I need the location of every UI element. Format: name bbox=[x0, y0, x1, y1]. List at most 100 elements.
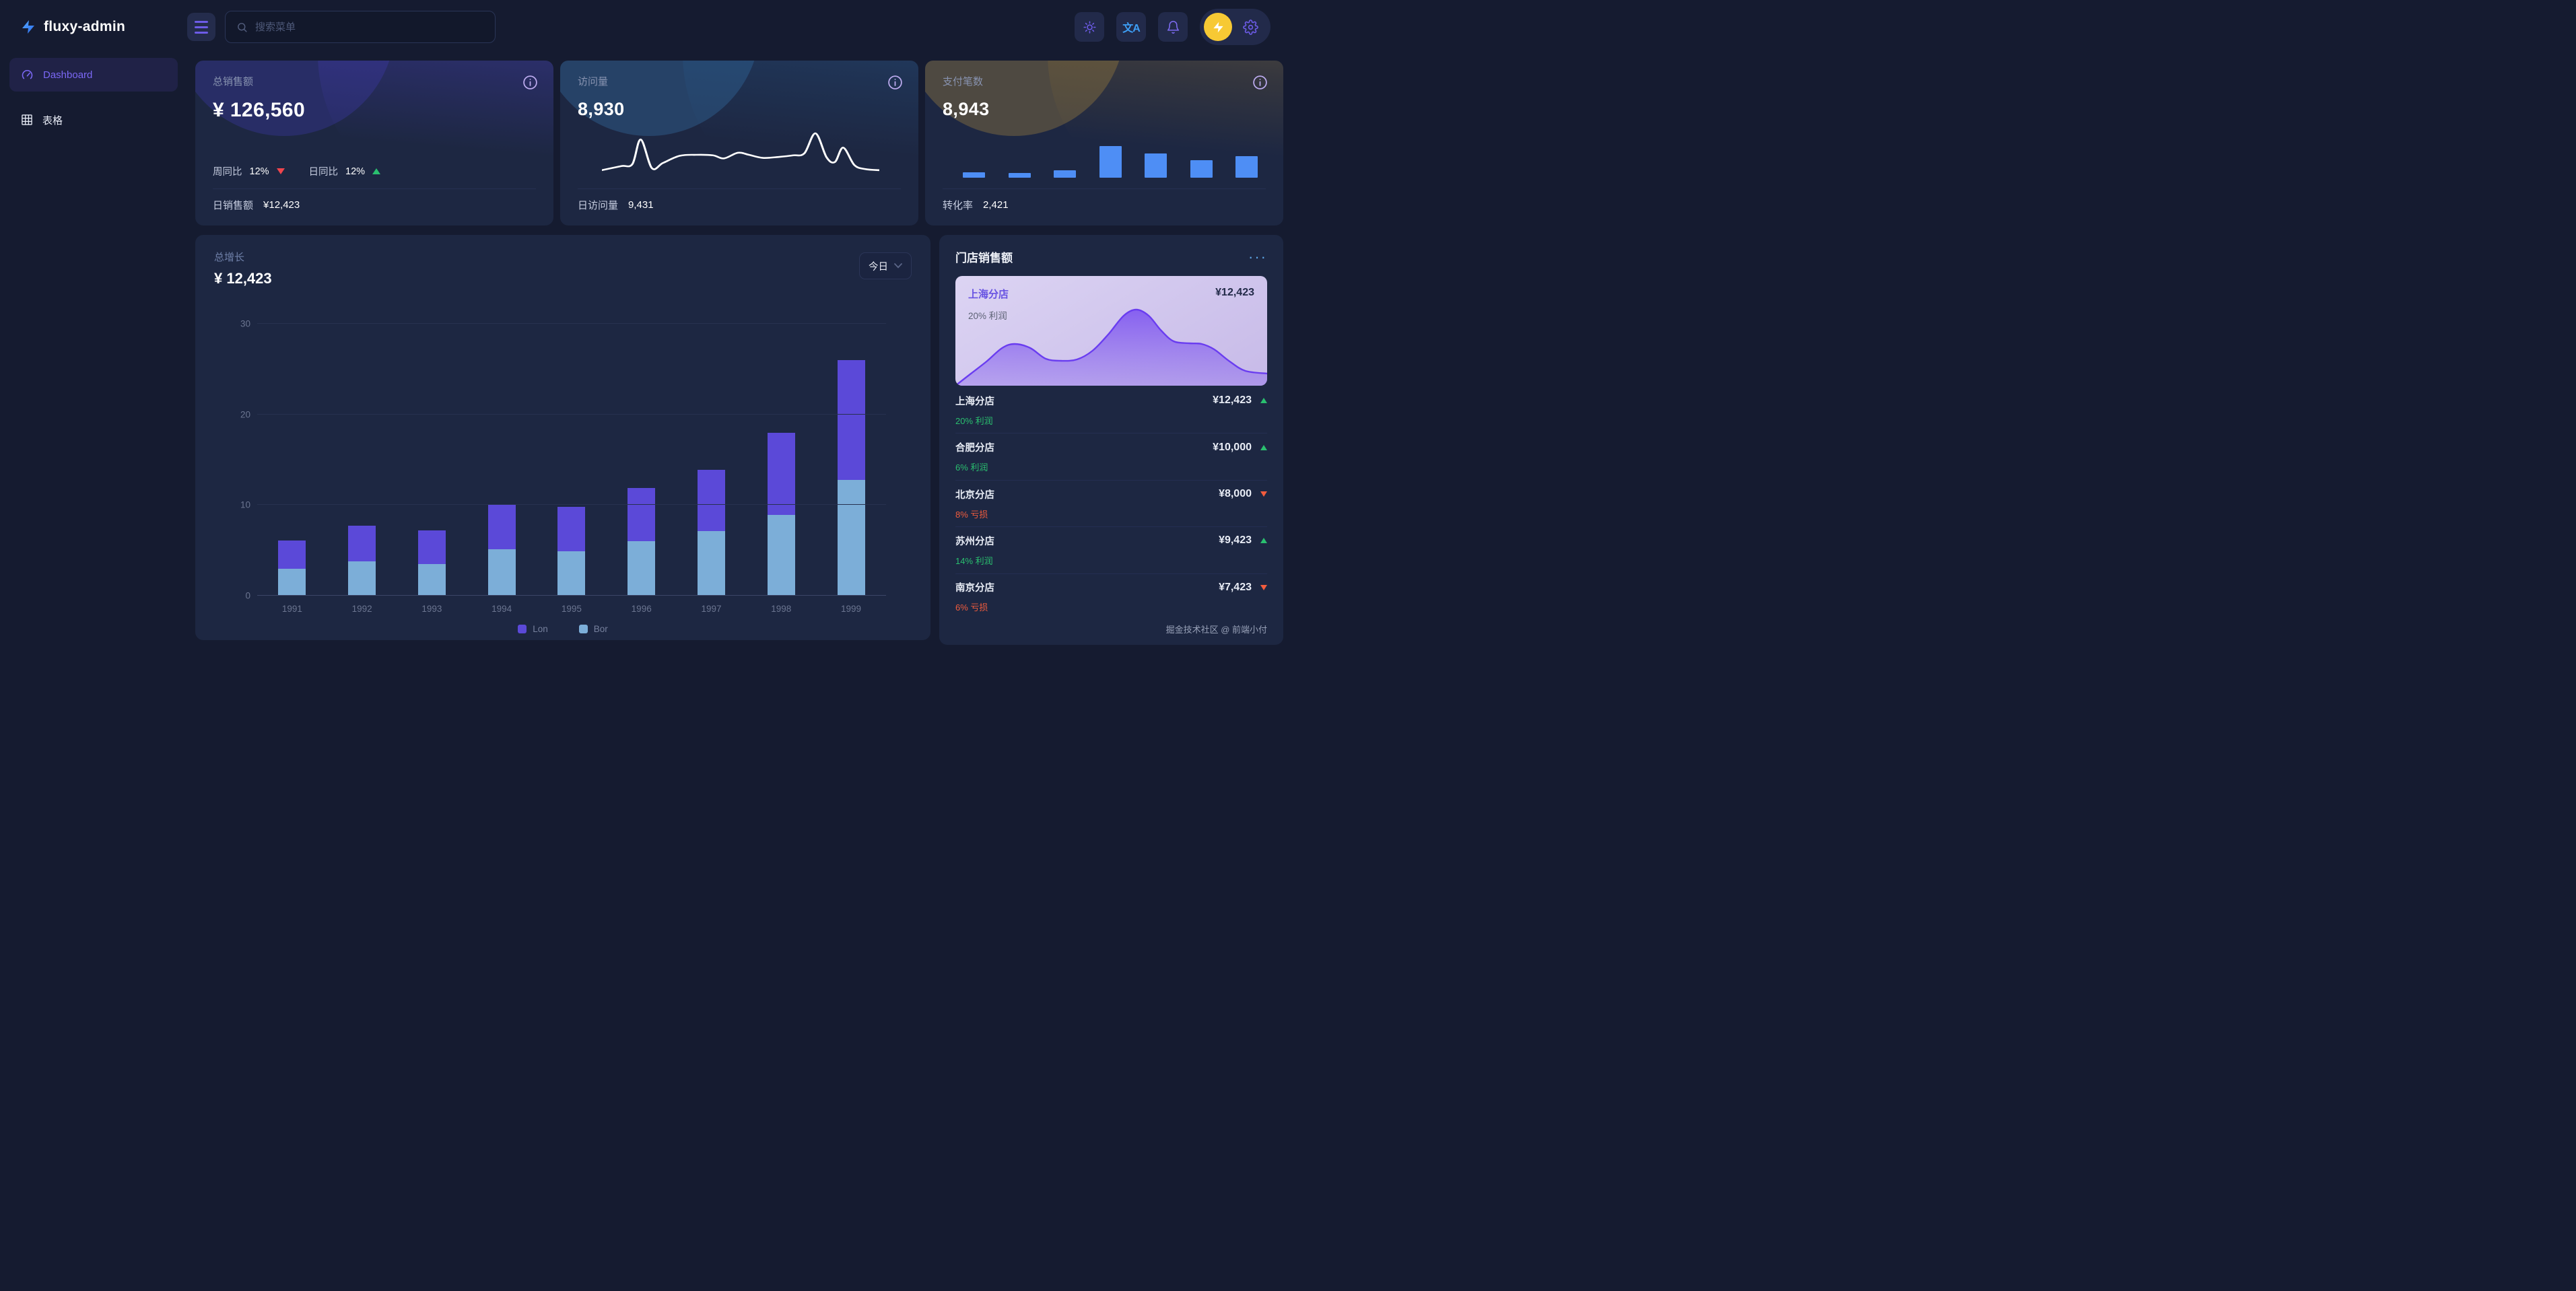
card-total-sales: 总销售额 ¥ 126,560 周同比 12% 日同比 12% 日销售额 ¥12,423 bbox=[195, 61, 553, 225]
translate-icon: 文A bbox=[1122, 23, 1141, 34]
bar-segment-bor bbox=[417, 563, 446, 596]
hamburger-icon bbox=[195, 20, 208, 23]
avatar-lightning-bolt-icon bbox=[1212, 21, 1225, 34]
gridline bbox=[257, 413, 886, 415]
app-title: fluxy-admin bbox=[44, 19, 126, 34]
header: fluxy-admin 文A bbox=[0, 0, 1288, 54]
legend-item-bor[interactable]: Bor bbox=[578, 624, 608, 634]
mini-bar bbox=[1008, 172, 1031, 178]
bar-segment-lon bbox=[767, 432, 795, 516]
trend-icon bbox=[1260, 491, 1267, 497]
header-actions: 文A bbox=[1075, 9, 1270, 45]
settings-button[interactable] bbox=[1243, 19, 1258, 35]
sidebar-item-label: 表格 bbox=[42, 114, 63, 127]
bar-segment-lon bbox=[487, 505, 516, 550]
bar-segment-lon bbox=[348, 526, 376, 561]
divider bbox=[943, 188, 1266, 189]
more-ellipsis-icon[interactable]: ··· bbox=[1248, 248, 1267, 265]
card-title: 总销售额 bbox=[213, 76, 254, 88]
user-settings-pill[interactable] bbox=[1200, 9, 1270, 45]
info-icon[interactable] bbox=[522, 74, 539, 91]
language-button[interactable]: 文A bbox=[1116, 12, 1146, 42]
bar-group bbox=[628, 487, 656, 596]
trend-icon bbox=[1260, 444, 1267, 450]
bar-segment-lon bbox=[557, 507, 586, 551]
bar-segment-bor bbox=[767, 515, 795, 596]
growth-chart-value: ¥ 12,423 bbox=[214, 270, 272, 287]
metric-week: 周同比 12% bbox=[213, 164, 285, 178]
card-value: 8,930 bbox=[578, 99, 625, 119]
bar-segment-lon bbox=[697, 469, 725, 532]
search-input[interactable] bbox=[255, 21, 484, 33]
visits-sparkline-chart bbox=[602, 129, 879, 180]
trend-icon bbox=[1260, 538, 1267, 544]
x-axis-label: 1991 bbox=[281, 604, 302, 614]
theme-toggle-button[interactable] bbox=[1075, 12, 1104, 42]
store-row[interactable]: 合肥分店 ¥10,000 6% 利润 bbox=[955, 433, 1267, 481]
credit-footer: 掘金技术社区 @ 前端小付 bbox=[1165, 625, 1267, 635]
bar-segment-lon bbox=[278, 540, 306, 569]
mini-bar bbox=[1099, 145, 1122, 178]
store-row[interactable]: 北京分店 ¥8,000 8% 亏损 bbox=[955, 481, 1267, 528]
notifications-button[interactable] bbox=[1158, 12, 1188, 42]
growth-chart-title: 总增长 bbox=[214, 252, 245, 263]
bar-group bbox=[417, 530, 446, 596]
store-row[interactable]: 南京分店 ¥7,423 6% 亏损 bbox=[955, 574, 1267, 620]
card-title: 支付笔数 bbox=[943, 76, 984, 88]
bar-segment-bor bbox=[557, 551, 586, 596]
bar-segment-bor bbox=[278, 568, 306, 596]
mini-bar bbox=[1145, 153, 1167, 178]
bar-segment-lon bbox=[417, 530, 446, 564]
store-row[interactable]: 苏州分店 ¥9,423 14% 利润 bbox=[955, 527, 1267, 574]
growth-chart-card: 总增长 ¥ 12,423 今日 0 10 20 30 1991 1992 1993 1994… bbox=[195, 235, 930, 640]
divider bbox=[578, 188, 901, 189]
x-axis-label: 1993 bbox=[421, 604, 442, 614]
menu-toggle-button[interactable] bbox=[187, 13, 215, 41]
highlight-store-card[interactable]: 上海分店 ¥12,423 20% 利润 bbox=[955, 276, 1267, 386]
bar-group bbox=[487, 505, 516, 596]
legend-item-lon[interactable]: Lon bbox=[518, 624, 548, 634]
bar-segment-lon bbox=[837, 359, 865, 480]
logo[interactable]: fluxy-admin bbox=[0, 19, 187, 35]
gear-icon bbox=[1243, 19, 1258, 35]
table-grid-icon bbox=[20, 113, 34, 127]
info-icon[interactable] bbox=[887, 74, 904, 91]
bar-segment-bor bbox=[628, 541, 656, 596]
card-metrics: 周同比 12% 日同比 12% bbox=[213, 164, 536, 178]
main-content: 总销售额 ¥ 126,560 周同比 12% 日同比 12% 日销售额 ¥12,423 bbox=[187, 54, 1288, 646]
avatar[interactable] bbox=[1204, 13, 1232, 41]
y-axis-tick: 10 bbox=[240, 499, 250, 510]
info-icon[interactable] bbox=[1252, 74, 1268, 91]
x-axis-label: 1995 bbox=[561, 604, 582, 614]
trend-icon bbox=[372, 168, 381, 174]
metric-day: 日同比 12% bbox=[309, 164, 381, 178]
card-footer: 转化率 2,421 bbox=[943, 199, 1009, 211]
gridline bbox=[257, 323, 886, 324]
card-payments: 支付笔数 8,943 转化率 2,421 bbox=[925, 61, 1283, 225]
x-axis-label: 1994 bbox=[492, 604, 512, 614]
bar-group bbox=[697, 469, 725, 596]
search-box[interactable] bbox=[225, 11, 496, 43]
store-row[interactable]: 上海分店 ¥12,423 20% 利润 bbox=[955, 387, 1267, 434]
gridline bbox=[257, 504, 886, 505]
sidebar-item-dashboard[interactable]: Dashboard bbox=[9, 58, 178, 92]
search-icon bbox=[236, 22, 248, 33]
mini-bar bbox=[1235, 155, 1258, 178]
growth-legend: Lon Bor bbox=[214, 624, 912, 634]
sidebar: Dashboard 表格 bbox=[0, 54, 187, 646]
card-value: 8,943 bbox=[943, 99, 990, 119]
bar-group bbox=[278, 540, 306, 596]
date-range-select[interactable]: 今日 bbox=[859, 252, 912, 279]
trend-icon bbox=[1260, 398, 1267, 404]
legend-swatch bbox=[578, 625, 588, 633]
highlight-store-value: ¥12,423 bbox=[1215, 287, 1254, 298]
growth-xlabels: 1991 1992 1993 1994 1995 1996 1997 1998 1999 bbox=[257, 604, 886, 614]
bar-segment-bor bbox=[348, 561, 376, 596]
x-axis-label: 1992 bbox=[351, 604, 372, 614]
bar-group bbox=[767, 432, 795, 596]
bar-group bbox=[557, 507, 586, 596]
card-footer: 日销售额 ¥12,423 bbox=[213, 199, 300, 211]
sidebar-item-table[interactable]: 表格 bbox=[9, 103, 178, 137]
bar-group bbox=[348, 526, 376, 596]
trend-icon bbox=[1260, 584, 1267, 590]
